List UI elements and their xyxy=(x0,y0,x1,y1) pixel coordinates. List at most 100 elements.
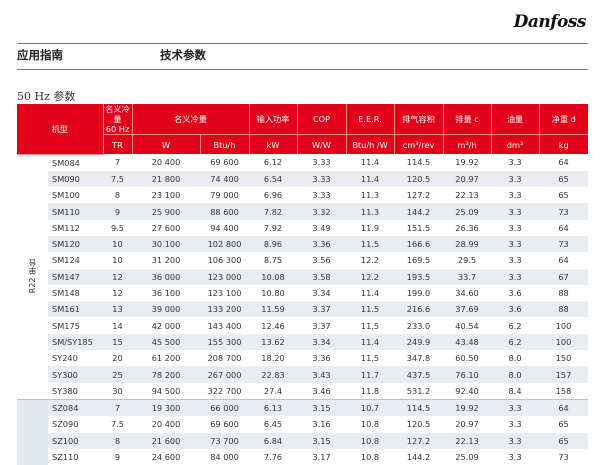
section-title: 50 Hz 参数 xyxy=(17,90,76,103)
value-cell: 36 100 xyxy=(151,288,181,299)
value-cell: 12.2 xyxy=(346,268,395,285)
group-label-r22: R22 单台 xyxy=(17,154,48,400)
value-cell: 65 xyxy=(539,432,589,449)
model-cell: SM110 xyxy=(48,203,104,220)
spec-table: 机型 名义冷量 60 Hz 名义冷量 输入功率 COP E.E.R. 排气容积 … xyxy=(17,104,589,465)
value-cell: 199.0 xyxy=(406,288,431,299)
value-cell: 10.7 xyxy=(346,398,395,417)
value-cell: 73 xyxy=(539,203,589,220)
model-cell: SY240 xyxy=(52,353,78,364)
value-cell: 88 xyxy=(539,301,589,318)
value-cell: 19.92 xyxy=(443,398,492,417)
value-cell: 94 400 xyxy=(210,222,239,233)
table-row: SZ110 9 24 600 84 000 7.76 3.17 10.8 144.2 25.09… xyxy=(17,449,588,465)
table-row: R22 单台 SM084 7 20 400 69 600 6.12 3.33 11.4 114.… xyxy=(17,154,588,400)
table-row: SM120 10 30 100 102 800 8.96 3.36 11.5 166.6 28.… xyxy=(17,235,589,253)
value-cell: 12 xyxy=(103,268,133,285)
value-cell: 150 xyxy=(555,353,572,364)
value-cell: 7 xyxy=(103,398,133,417)
value-cell: 8 xyxy=(103,432,133,449)
table-row: SM124 10 31 200 106 300 8.75 3.56 12.2 169.5 29.… xyxy=(17,252,588,268)
value-cell: 102 800 xyxy=(200,235,250,253)
value-cell: 3.3 xyxy=(508,190,522,201)
value-cell: 25.09 xyxy=(455,451,479,462)
value-cell: 7.76 xyxy=(263,451,283,462)
col-eer: E.E.R. xyxy=(346,104,395,135)
value-cell: 20 400 xyxy=(151,419,181,430)
unit-w: W xyxy=(132,134,201,154)
table-row: SZ084 7 19 300 66 000 6.13 3.15 10.7 114.5 19.92… xyxy=(17,398,589,465)
table-row: SM/SY185 15 45 500 155 300 13.62 3.34 11.4 249.… xyxy=(17,333,589,351)
value-cell: 3.46 xyxy=(312,385,331,396)
col-flow: 排量 c xyxy=(443,104,492,135)
model-cell: SZ110 xyxy=(52,451,79,462)
value-cell: 26.36 xyxy=(455,222,479,233)
value-cell: 157 xyxy=(539,366,589,383)
value-cell: 65 xyxy=(539,170,589,188)
value-cell: 73 xyxy=(539,235,589,253)
value-cell: 123 000 xyxy=(200,268,250,285)
value-cell: 3.15 xyxy=(297,398,347,417)
value-cell: 88 600 xyxy=(200,203,250,220)
col-capacity: 名义冷量 xyxy=(132,104,250,135)
value-cell: 20 xyxy=(112,353,123,364)
value-cell: 10.80 xyxy=(261,288,285,299)
value-cell: 3.3 xyxy=(508,222,522,233)
value-cell: 22.83 xyxy=(249,366,298,383)
value-cell: 31 200 xyxy=(151,255,181,266)
value-cell: 10.8 xyxy=(346,432,395,449)
value-cell: 3.32 xyxy=(297,203,347,220)
value-cell: 74 400 xyxy=(200,170,250,188)
value-cell: 114.5 xyxy=(406,157,431,168)
table-row: SY380 30 94 500 322 700 27.4 3.46 11.8 531.2 92.… xyxy=(17,383,588,400)
value-cell: 6.2 xyxy=(491,333,540,351)
col-oil: 油量 xyxy=(491,104,540,135)
value-cell: 133 200 xyxy=(200,301,250,318)
value-cell: 8.4 xyxy=(508,385,522,396)
value-cell: 27 600 xyxy=(151,222,181,233)
value-cell: 151.5 xyxy=(406,222,431,233)
value-cell: 12.46 xyxy=(261,320,285,331)
value-cell: 3.33 xyxy=(312,157,331,168)
value-cell: 12.2 xyxy=(360,255,380,266)
danfoss-logo: Danfoss xyxy=(513,12,587,32)
value-cell: 3.3 xyxy=(491,398,540,417)
value-cell: 166.6 xyxy=(394,235,444,253)
value-cell: 3.3 xyxy=(508,451,522,462)
value-cell: 11.4 xyxy=(360,288,380,299)
value-cell: 11.3 xyxy=(346,203,395,220)
col-weight: 净重 d xyxy=(539,104,589,135)
value-cell: 64 xyxy=(558,222,569,233)
value-cell: 11.3 xyxy=(360,190,380,201)
value-cell: 437.5 xyxy=(394,366,444,383)
value-cell: 18.20 xyxy=(261,353,285,364)
model-cell: SM148 xyxy=(52,288,80,299)
value-cell: 11.4 xyxy=(360,157,380,168)
value-cell: 3.37 xyxy=(312,320,331,331)
value-cell: 3.3 xyxy=(491,235,540,253)
table-row: SZ090 7.5 20 400 69 600 6.45 3.16 10.8 120.5 20.… xyxy=(17,416,588,432)
value-cell: 14 xyxy=(112,320,123,331)
value-cell: 144.2 xyxy=(406,451,431,462)
value-cell: 7 xyxy=(114,157,121,168)
model-cell: SY380 xyxy=(52,385,78,396)
model-cell: SM175 xyxy=(52,320,80,331)
value-cell: 15 xyxy=(103,333,133,351)
value-cell: 10.8 xyxy=(360,419,380,430)
model-cell: SZ090 xyxy=(52,419,79,430)
header-left: 应用指南 xyxy=(17,48,63,62)
value-cell: 127.2 xyxy=(406,190,431,201)
value-cell: 144.2 xyxy=(394,203,444,220)
unit-flow: m³/h xyxy=(443,134,492,154)
table-row: SM148 12 36 100 123 100 10.80 3.34 11.4 199.0 34… xyxy=(17,285,588,301)
value-cell: 208 700 xyxy=(207,353,242,364)
value-cell: 3.6 xyxy=(491,301,540,318)
model-cell: SM090 xyxy=(48,170,104,188)
col-model: 机型 xyxy=(17,104,104,155)
value-cell: 3.49 xyxy=(312,222,331,233)
model-cell: SM124 xyxy=(52,255,80,266)
value-cell: 28.99 xyxy=(443,235,492,253)
value-cell: 37.69 xyxy=(443,301,492,318)
unit-oil: dm³ xyxy=(491,134,540,154)
value-cell: 21 600 xyxy=(132,432,201,449)
